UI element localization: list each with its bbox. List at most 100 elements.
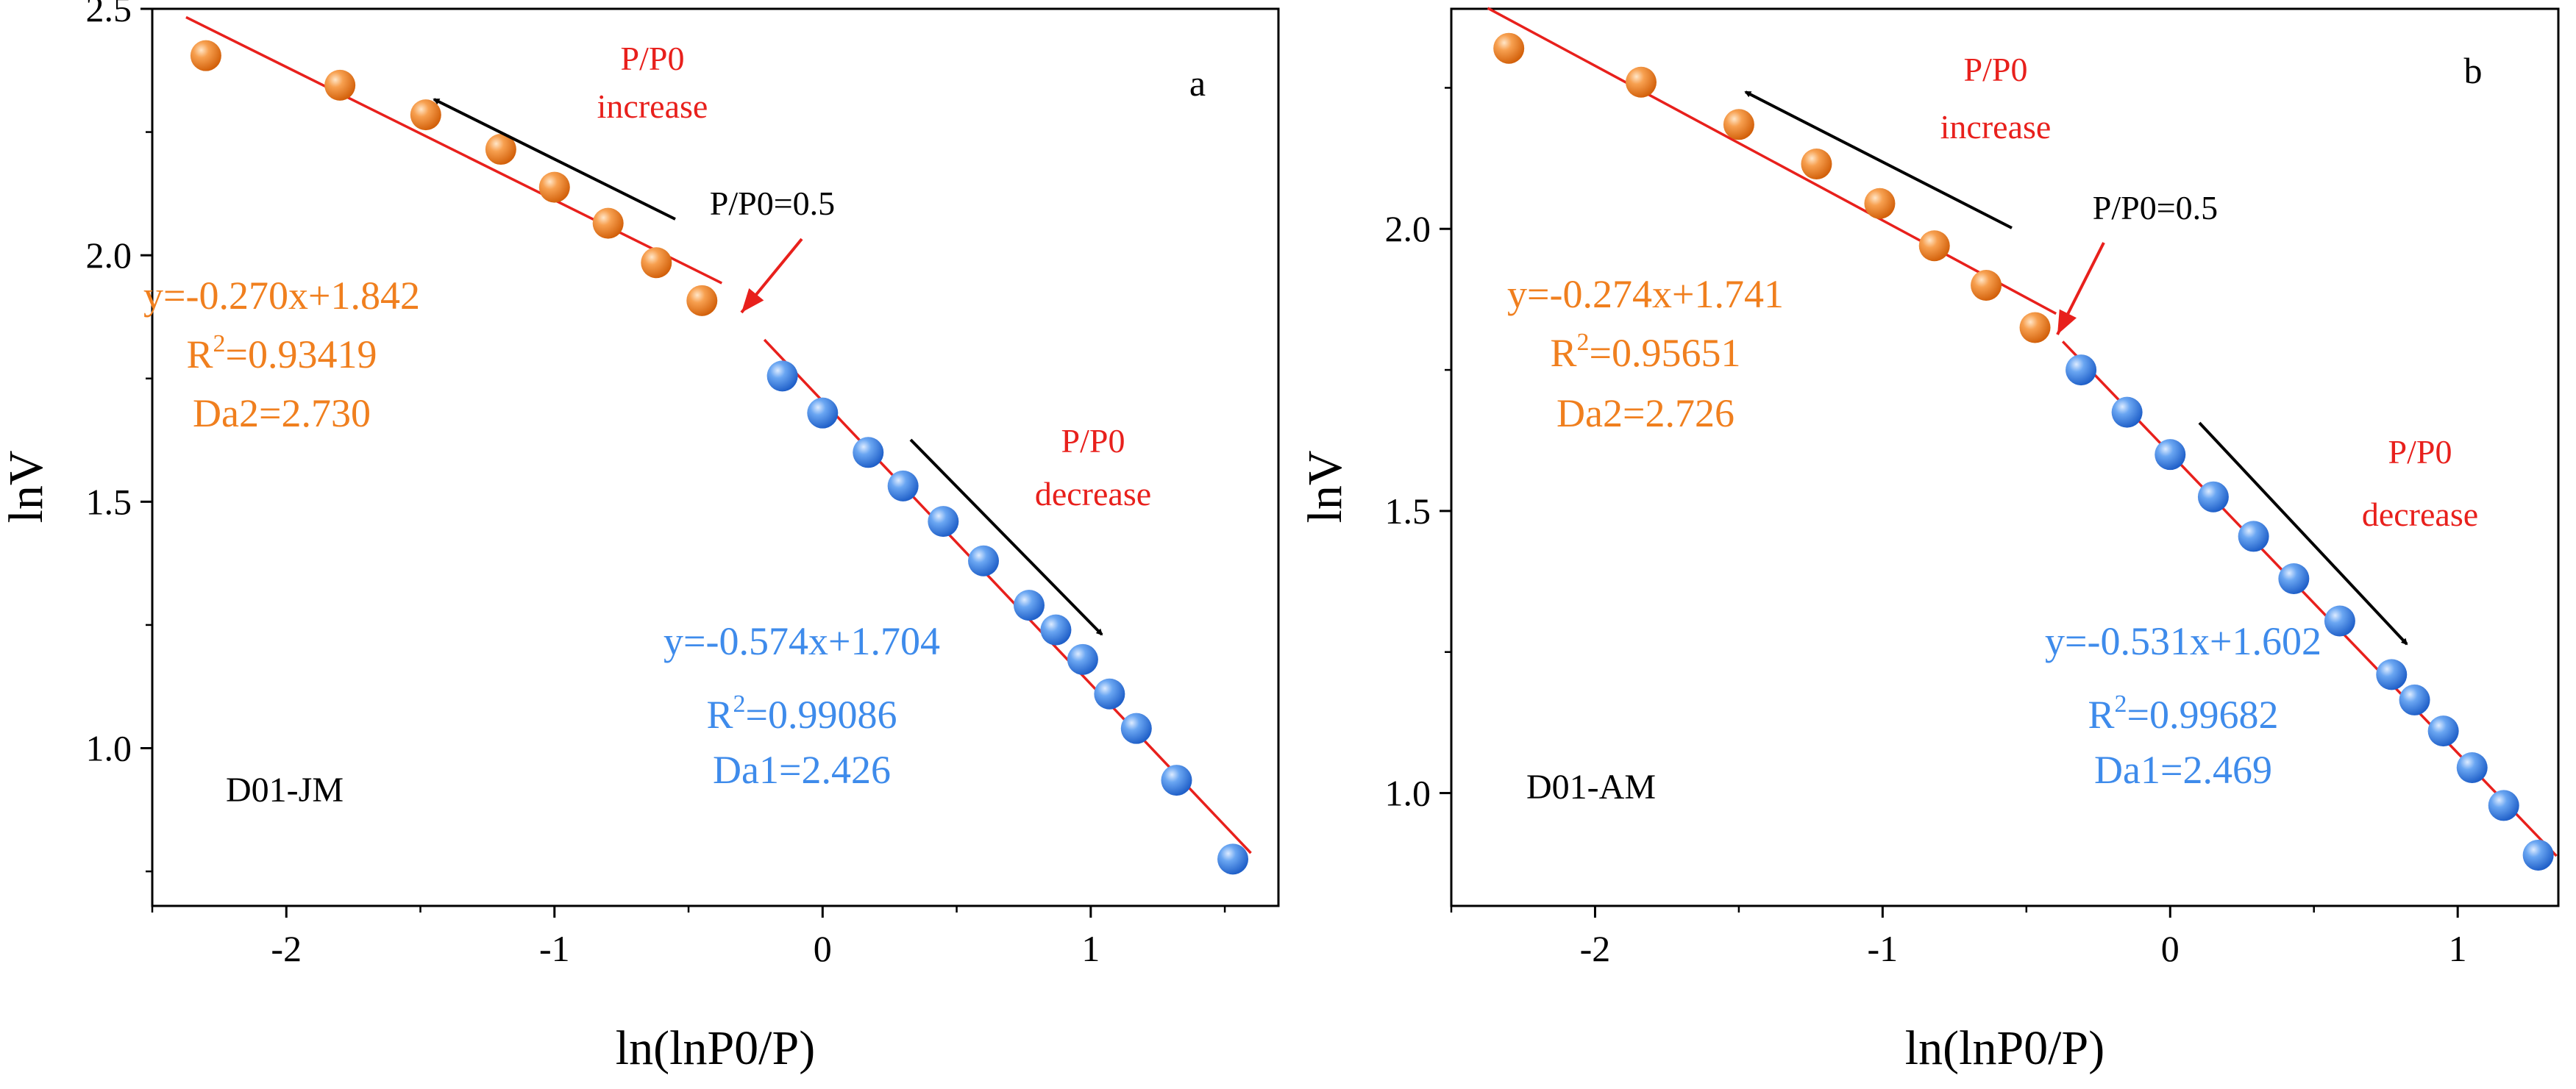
x-tick-label: 0: [2161, 928, 2180, 969]
data-point-series-1: [686, 285, 718, 316]
decrease-label-ratio: P/P0: [1061, 422, 1125, 460]
increase-label-ratio: P/P0: [621, 40, 685, 77]
y-tick-label: 1.5: [86, 481, 132, 522]
data-point-series-2: [1094, 678, 1125, 710]
decrease-arrow: [909, 438, 1103, 636]
fit-equation-blue: y=-0.574x+1.704: [663, 619, 940, 663]
increase-arrow: [1744, 90, 2013, 229]
data-point-series-2: [766, 360, 798, 392]
fractal-dimension-blue: Da1=2.426: [713, 748, 891, 792]
fractal-dimension-orange: Da2=2.726: [1556, 391, 1734, 435]
decrease-label-word: decrease: [2362, 496, 2478, 533]
decrease-label-word: decrease: [1035, 475, 1151, 513]
data-point-series-1: [1918, 230, 1950, 262]
data-point-series-1: [485, 134, 516, 165]
data-point-series-1: [1971, 269, 2002, 301]
x-tick-label: 0: [814, 928, 832, 969]
y-tick-label: 2.0: [86, 235, 132, 276]
data-point-series-2: [2456, 752, 2488, 784]
decrease-label-ratio: P/P0: [2388, 433, 2452, 471]
threshold-label: P/P0=0.5: [710, 185, 835, 222]
data-point-series-2: [1161, 765, 1192, 796]
threshold-arrow-head: [2057, 309, 2077, 335]
y-tick-label: 1.5: [1385, 490, 1431, 532]
data-point-series-2: [2376, 659, 2408, 690]
r-squared-orange: R2=0.95651: [1551, 329, 1741, 375]
plot-frame: [1450, 7, 2560, 907]
data-point-series-1: [1493, 32, 1525, 64]
data-point-series-2: [2111, 396, 2143, 428]
data-point-series-2: [2066, 354, 2097, 386]
data-point-series-1: [190, 40, 221, 71]
x-axis-label: ln(lnP0/P): [616, 1021, 815, 1075]
increase-arrow: [433, 98, 676, 221]
decrease-arrow: [2198, 421, 2408, 646]
data-point-series-2: [2399, 684, 2430, 715]
sample-label: D01-AM: [1526, 768, 1656, 807]
y-tick-label: 2.5: [86, 0, 132, 29]
data-point-series-1: [1864, 188, 1896, 219]
data-point-series-2: [1120, 713, 1152, 744]
panel-b: -2 -1 0 1 1.0 1.5 2.0 ln(lnP0/P) lnV P/P0=0.5 P/P0…: [1298, 7, 2560, 1075]
x-tick-label: 1: [1081, 928, 1100, 969]
y-axis-label: lnV: [1298, 451, 1352, 524]
data-point-series-1: [2019, 312, 2051, 343]
threshold-arrow-head: [741, 288, 764, 313]
panel-label: b: [2464, 50, 2483, 91]
data-point-series-2: [928, 506, 959, 538]
y-tick-label: 1.0: [86, 727, 132, 768]
x-tick-label: -1: [1868, 928, 1899, 969]
data-point-series-2: [2427, 715, 2459, 747]
data-point-series-2: [1217, 843, 1249, 875]
r-squared-blue: R2=0.99086: [707, 690, 897, 737]
plot-frame: [151, 7, 1280, 907]
increase-label-word: increase: [1940, 108, 2052, 146]
increase-label-word: increase: [597, 88, 708, 125]
r-squared-orange: R2=0.93419: [187, 330, 377, 376]
y-axis-label: lnV: [0, 451, 53, 524]
data-point-series-2: [2238, 521, 2269, 552]
data-point-series-2: [1013, 590, 1045, 621]
data-point-series-2: [968, 545, 1000, 576]
data-point-series-1: [641, 247, 672, 279]
x-tick-label: 1: [2449, 928, 2467, 969]
data-point-series-2: [887, 470, 919, 501]
y-tick-label: 2.0: [1385, 208, 1431, 249]
data-point-series-2: [2197, 481, 2229, 513]
fit-line-series-1: [1487, 7, 2057, 315]
sample-label: D01-JM: [226, 771, 344, 810]
data-point-series-1: [410, 99, 441, 131]
threshold-label: P/P0=0.5: [2093, 189, 2218, 226]
data-point-series-1: [324, 69, 356, 101]
data-point-series-2: [853, 437, 884, 468]
data-point-series-2: [2522, 839, 2554, 871]
x-tick-label: -2: [1580, 928, 1611, 969]
increase-label-ratio: P/P0: [1964, 51, 2028, 88]
fractal-dimension-orange: Da2=2.730: [193, 391, 371, 435]
data-point-series-2: [2488, 790, 2519, 821]
x-tick-label: -1: [539, 928, 570, 969]
fit-line-series-1: [185, 15, 723, 285]
panel-a: -2 -1 0 1 1.0 1.5 2.0 2.5 ln(lnP0/P) lnV P/P0=0.5 P…: [0, 0, 1280, 1075]
data-point-series-2: [2155, 439, 2186, 471]
fit-equation-blue: y=-0.531x+1.602: [2045, 619, 2321, 663]
x-tick-label: -2: [271, 928, 302, 969]
fit-equation-orange: y=-0.274x+1.741: [1507, 272, 1784, 316]
data-point-series-1: [1723, 109, 1754, 140]
fractal-dimension-blue: Da1=2.469: [2094, 748, 2272, 792]
data-point-series-1: [1626, 66, 1657, 98]
data-point-series-1: [538, 171, 570, 203]
data-point-series-2: [2324, 605, 2355, 637]
fit-equation-orange: y=-0.270x+1.842: [143, 274, 420, 318]
data-point-series-2: [1040, 614, 1072, 646]
r-squared-blue: R2=0.99682: [2088, 690, 2279, 737]
x-axis-label: ln(lnP0/P): [1905, 1021, 2104, 1075]
data-point-series-2: [1067, 643, 1098, 675]
data-point-series-2: [2278, 563, 2310, 594]
data-point-series-2: [807, 397, 839, 429]
data-point-series-1: [592, 207, 624, 239]
panel-label: a: [1189, 63, 1206, 104]
data-point-series-1: [1801, 149, 1832, 180]
y-tick-label: 1.0: [1385, 773, 1431, 814]
